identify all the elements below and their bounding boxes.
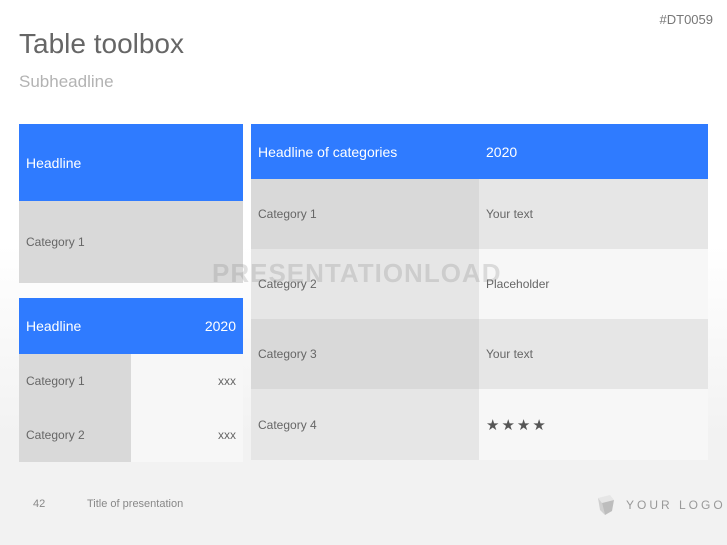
table2-row-value: xxx [131,354,243,408]
table3-row-value: Your text [479,319,708,389]
page-title: Table toolbox [19,28,185,59]
table3-year: 2020 [486,143,518,160]
subheadline: Subheadline [19,72,114,91]
document-code: #DT0059 [659,12,713,27]
table2-header: Headline 2020 [19,298,243,354]
table3-row-value: Your text [479,179,708,249]
page-number: 42 [33,498,46,510]
table3-row-value: Placeholder [479,249,708,319]
table3-row-label: Category 3 [251,319,479,389]
table3-row-label: Category 2 [251,249,479,319]
logo-cube-icon [598,495,614,515]
logo-text: YOUR LOGO [626,498,726,512]
table3-row-label: Category 4 [251,389,479,460]
star-icon: ★ [532,416,548,434]
table3-headline: Headline of categories [258,143,398,160]
table2-row-label: Category 2 [19,408,131,462]
table2-year: 2020 [204,318,236,334]
table3-row-label: Category 1 [251,179,479,249]
table2-row-label: Category 1 [19,354,131,408]
presentation-title: Title of presentation [87,498,184,510]
star-rating: ★ ★ ★ ★ [479,389,708,460]
table2-row-value: xxx [131,408,243,462]
star-icon: ★ [486,416,502,434]
star-icon: ★ [501,416,517,434]
table2-headline: Headline [26,318,82,334]
star-icon: ★ [516,416,533,434]
table1-row: Category 1 [19,201,243,283]
table1-headline: Headline [19,124,243,201]
table3-header: Headline of categories 2020 [251,124,708,179]
